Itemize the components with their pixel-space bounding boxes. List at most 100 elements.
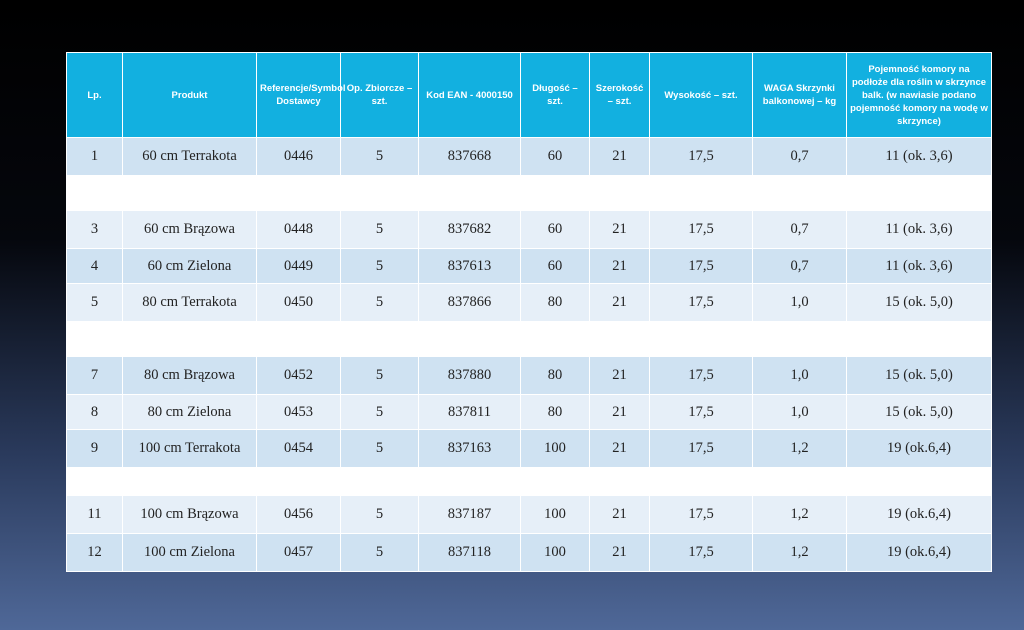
cell-wys: [649, 175, 753, 211]
cell-lp: 12: [66, 533, 123, 572]
table-row: 11 100 cm Brązowa 0456 5 837187 100 21 17,5 1,2 1…: [66, 495, 992, 534]
cell-waga: 1,0: [752, 356, 847, 395]
table-row: 3 60 cm Brązowa 0448 5 837682 60 21 17,5 0,7 11 (…: [66, 210, 992, 249]
column-header-referencje: Referencje/Symbol Dostawcy: [256, 52, 346, 138]
cell-poj: 11 (ok. 3,6): [846, 137, 992, 176]
cell-op: [340, 321, 419, 357]
cell-lp: 9: [66, 429, 123, 468]
cell-ref: 0446: [256, 137, 341, 176]
cell-poj: 11 (ok. 3,6): [846, 210, 992, 249]
cell-waga: [752, 321, 847, 357]
cell-wys: 17,5: [649, 394, 753, 430]
blank-row: [66, 467, 992, 496]
cell-dl: [520, 175, 590, 211]
column-header-wysokosc: Wysokość – szt.: [649, 52, 753, 138]
cell-dl: 80: [520, 356, 590, 395]
cell-waga: [752, 175, 847, 211]
cell-ref: 0457: [256, 533, 341, 572]
cell-produkt: [122, 175, 257, 211]
cell-ean: 837163: [418, 429, 521, 468]
cell-ean: 837118: [418, 533, 521, 572]
cell-lp: 4: [66, 248, 123, 284]
cell-waga: [752, 467, 847, 496]
cell-waga: 0,7: [752, 248, 847, 284]
cell-op: 5: [340, 429, 419, 468]
cell-dl: 100: [520, 429, 590, 468]
cell-produkt: 80 cm Terrakota: [122, 283, 257, 322]
cell-produkt: [122, 321, 257, 357]
cell-sz: [589, 467, 650, 496]
cell-produkt: 80 cm Zielona: [122, 394, 257, 430]
cell-waga: 0,7: [752, 210, 847, 249]
cell-dl: [520, 467, 590, 496]
table-row: 1 60 cm Terrakota 0446 5 837668 60 21 17,5 0,7 11…: [66, 137, 992, 176]
table-row: 12 100 cm Zielona 0457 5 837118 100 21 17,5 1,2 1…: [66, 533, 992, 572]
cell-wys: 17,5: [649, 210, 753, 249]
cell-lp: [66, 175, 123, 211]
cell-poj: 15 (ok. 5,0): [846, 356, 992, 395]
cell-dl: 80: [520, 283, 590, 322]
cell-op: 5: [340, 283, 419, 322]
cell-ean: [418, 321, 521, 357]
cell-ref: 0449: [256, 248, 341, 284]
column-header-op-zbiorcze: Op. Zbiorcze – szt.: [340, 52, 419, 138]
cell-sz: [589, 321, 650, 357]
table-row: 4 60 cm Zielona 0449 5 837613 60 21 17,5 0,7 11 (…: [66, 248, 992, 284]
cell-ref: 0453: [256, 394, 341, 430]
cell-ean: [418, 467, 521, 496]
cell-ean: 837187: [418, 495, 521, 534]
cell-wys: 17,5: [649, 495, 753, 534]
blank-row: [66, 175, 992, 211]
cell-lp: [66, 467, 123, 496]
blank-row: [66, 321, 992, 357]
cell-waga: 1,0: [752, 394, 847, 430]
cell-lp: 5: [66, 283, 123, 322]
table-body: 1 60 cm Terrakota 0446 5 837668 60 21 17,5 0,7 11…: [66, 137, 992, 572]
cell-ref: 0448: [256, 210, 341, 249]
cell-produkt: 60 cm Brązowa: [122, 210, 257, 249]
cell-poj: 19 (ok.6,4): [846, 495, 992, 534]
cell-sz: 21: [589, 495, 650, 534]
cell-ean: 837880: [418, 356, 521, 395]
cell-poj: 15 (ok. 5,0): [846, 394, 992, 430]
cell-sz: 21: [589, 283, 650, 322]
cell-produkt: 60 cm Zielona: [122, 248, 257, 284]
cell-op: 5: [340, 533, 419, 572]
column-header-pojemnosc: Pojemność komory na podłoże dla roślin w…: [846, 52, 992, 138]
cell-wys: [649, 467, 753, 496]
cell-lp: 3: [66, 210, 123, 249]
table-header-row: Lp. Produkt Referencje/Symbol Dostawcy O…: [66, 52, 992, 138]
table-row: 9 100 cm Terrakota 0454 5 837163 100 21 17,5 1,2…: [66, 429, 992, 468]
column-header-lp: Lp.: [66, 52, 123, 138]
cell-sz: 21: [589, 394, 650, 430]
cell-sz: 21: [589, 248, 650, 284]
cell-dl: [520, 321, 590, 357]
cell-wys: 17,5: [649, 533, 753, 572]
cell-op: [340, 175, 419, 211]
cell-dl: 60: [520, 210, 590, 249]
cell-ref: 0454: [256, 429, 341, 468]
cell-produkt: 60 cm Terrakota: [122, 137, 257, 176]
cell-dl: 100: [520, 533, 590, 572]
cell-poj: [846, 175, 992, 211]
cell-op: 5: [340, 248, 419, 284]
cell-waga: 0,7: [752, 137, 847, 176]
cell-poj: [846, 467, 992, 496]
cell-wys: 17,5: [649, 429, 753, 468]
cell-ref: [256, 175, 341, 211]
cell-poj: 19 (ok.6,4): [846, 429, 992, 468]
product-table-container: Lp. Produkt Referencje/Symbol Dostawcy O…: [66, 52, 992, 572]
cell-sz: [589, 175, 650, 211]
cell-ref: [256, 321, 341, 357]
cell-ref: 0452: [256, 356, 341, 395]
cell-dl: 100: [520, 495, 590, 534]
cell-dl: 60: [520, 137, 590, 176]
cell-wys: 17,5: [649, 283, 753, 322]
column-header-dlugosc: Długość – szt.: [520, 52, 590, 138]
cell-lp: 8: [66, 394, 123, 430]
cell-wys: [649, 321, 753, 357]
product-table: Lp. Produkt Referencje/Symbol Dostawcy O…: [66, 52, 992, 572]
cell-op: 5: [340, 495, 419, 534]
table-row: 8 80 cm Zielona 0453 5 837811 80 21 17,5 1,0 15 (…: [66, 394, 992, 430]
cell-op: 5: [340, 137, 419, 176]
